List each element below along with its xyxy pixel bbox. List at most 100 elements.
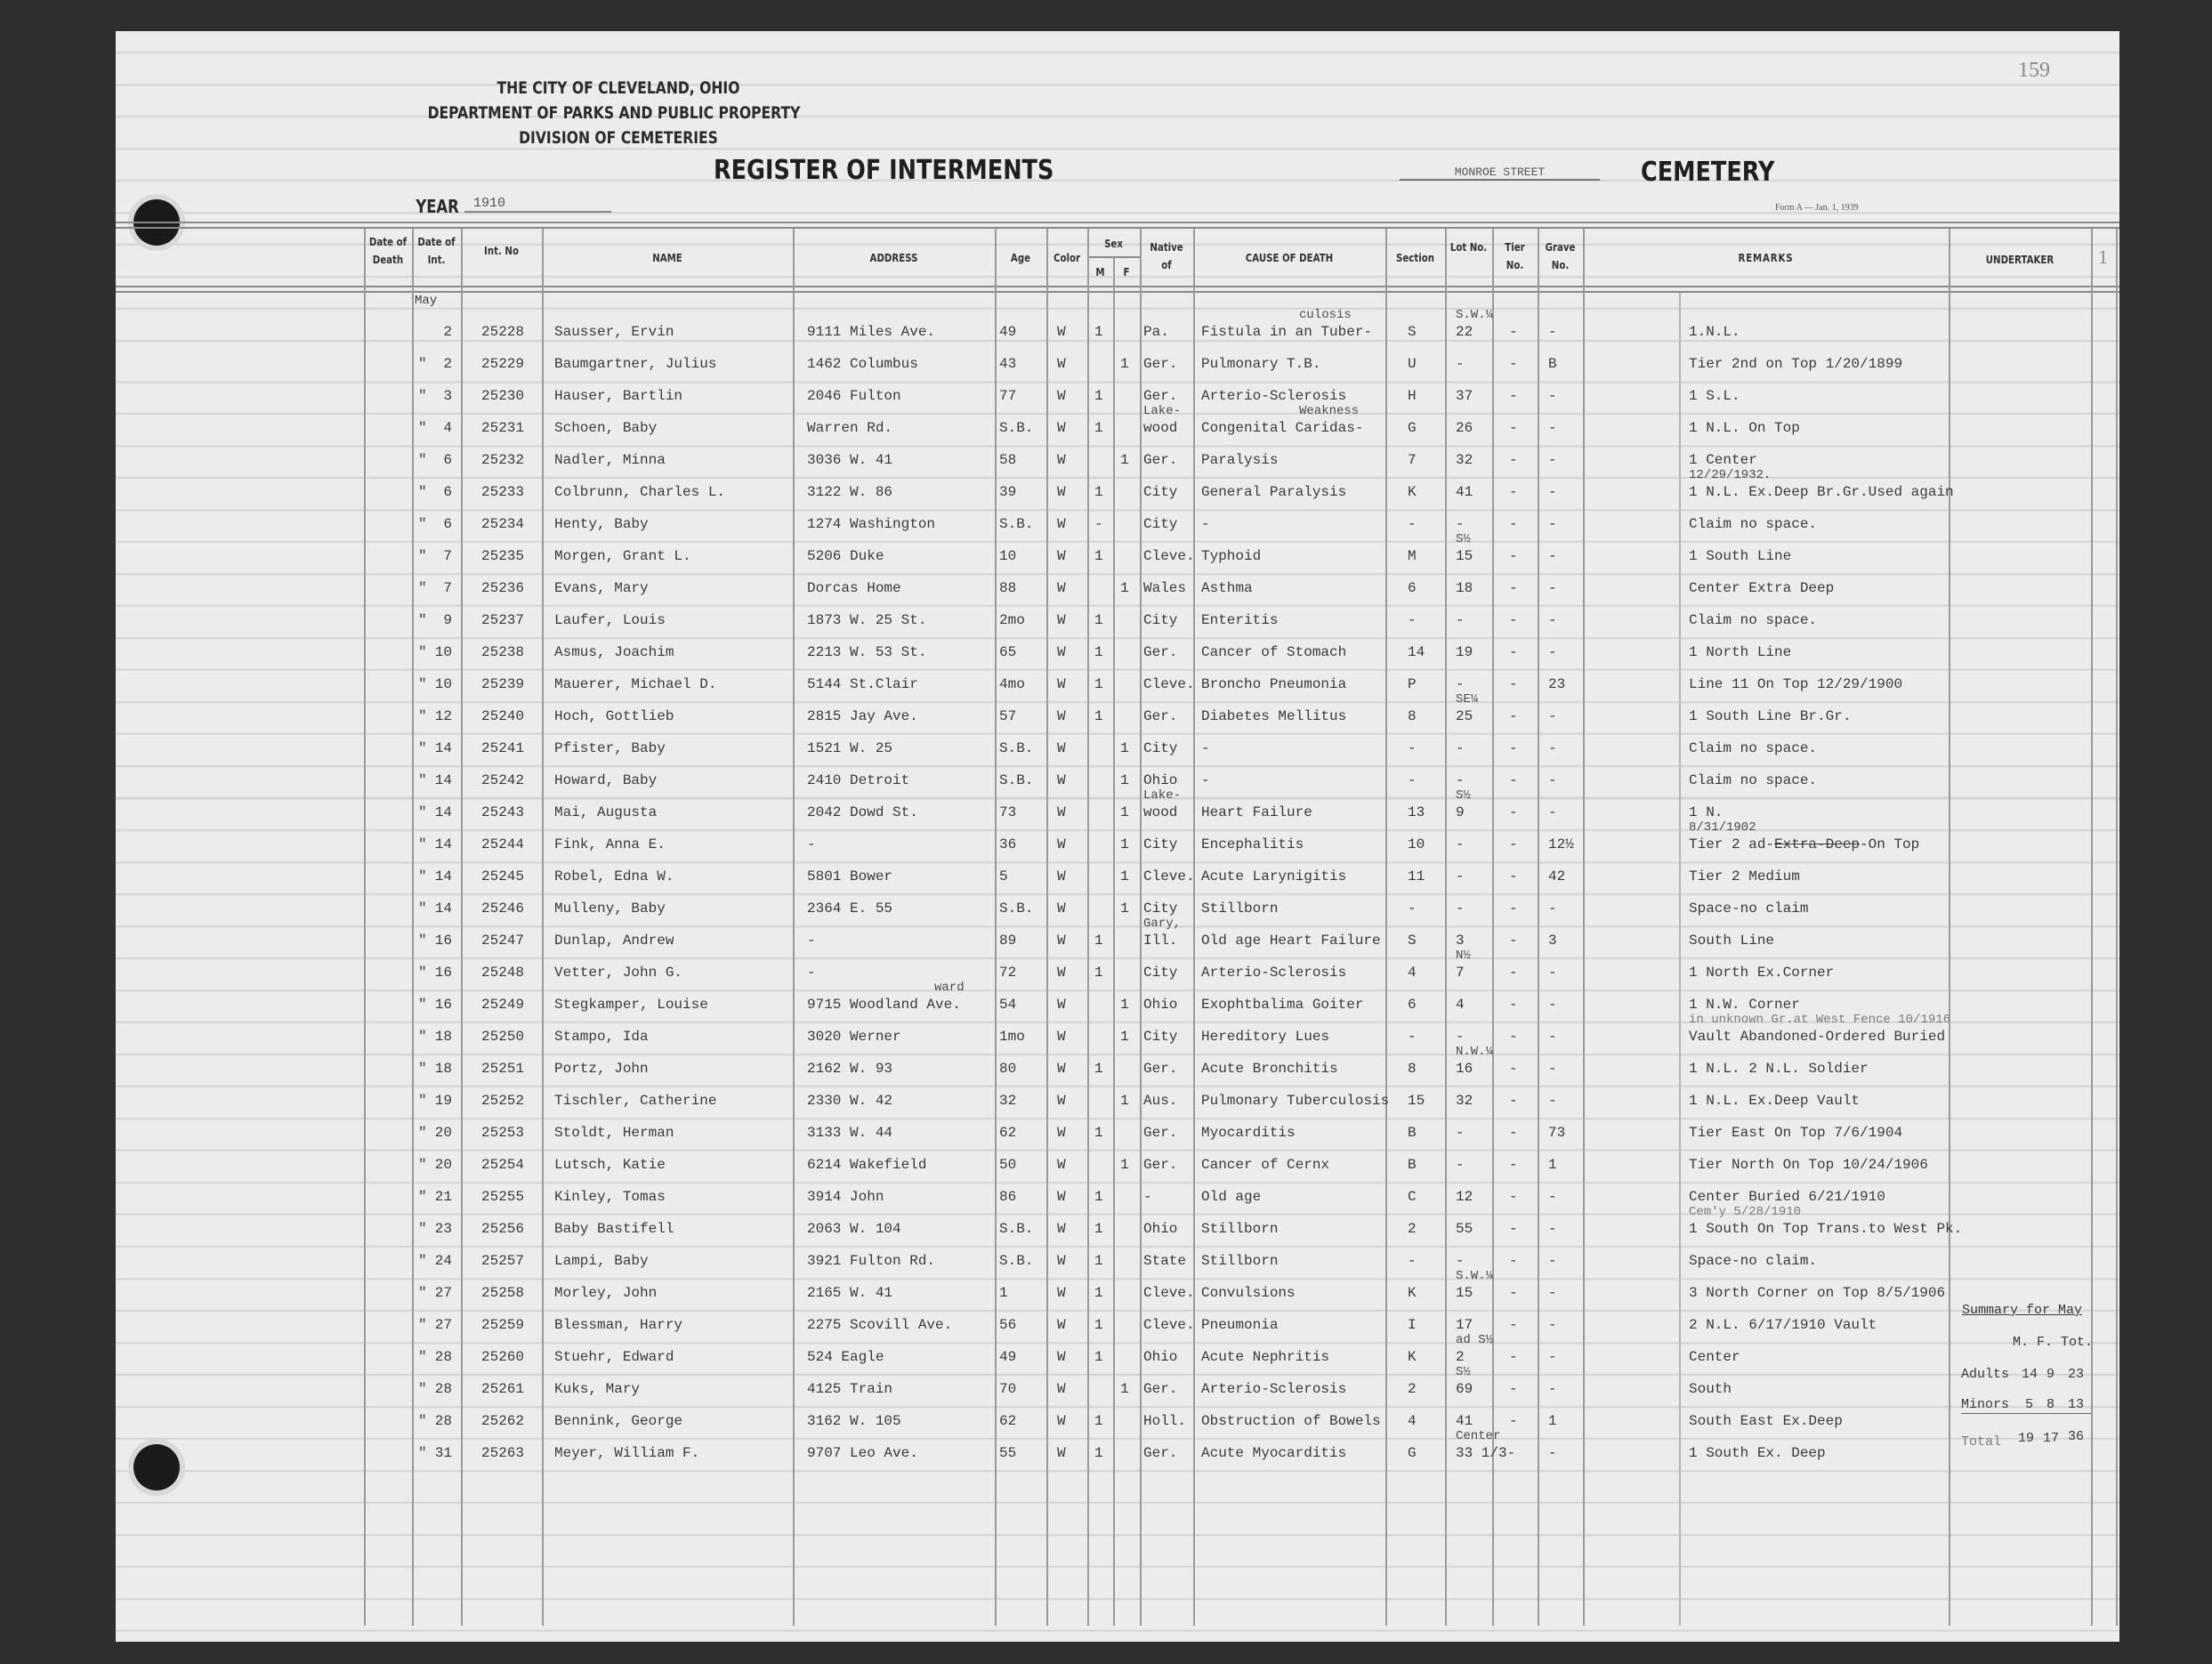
cell-color: W <box>1057 740 1066 756</box>
column-rule <box>1538 229 1539 1626</box>
cell-age: 72 <box>999 965 1017 981</box>
cell-name: Kinley, Tomas <box>554 1189 666 1205</box>
col-lot: Lot No. <box>1449 241 1488 254</box>
cell-lot: 12 <box>1456 1189 1473 1205</box>
note-lot: S½ <box>1456 1365 1471 1379</box>
cell-remarks: 1 South On Top Trans.to West Pk. <box>1689 1221 1963 1237</box>
cell-name: Baumgartner, Julius <box>554 356 717 372</box>
cell-native: City <box>1143 1029 1178 1045</box>
cell-name: Tischler, Catherine <box>554 1093 717 1109</box>
cell-remarks: 1 South Line <box>1689 548 1792 564</box>
col-address: ADDRESS <box>869 252 918 264</box>
cell-day: 24 <box>434 1253 452 1269</box>
ditto-mark: " <box>418 420 427 436</box>
cell-color: W <box>1057 933 1066 949</box>
ditto-mark: " <box>418 516 427 532</box>
cell-cause: Acute Nephritis <box>1201 1349 1330 1365</box>
cell-color: W <box>1057 452 1066 468</box>
cell-tier: - <box>1509 1349 1518 1365</box>
cell-color: W <box>1057 997 1066 1013</box>
header-rule-bottom-2 <box>116 291 2119 293</box>
cell-tier: - <box>1509 644 1518 660</box>
cell-name: Bennink, George <box>554 1413 683 1429</box>
cell-section: U <box>1408 356 1417 372</box>
cell-remarks: Center Extra Deep <box>1689 580 1835 596</box>
column-rule <box>1113 257 1115 1626</box>
cell-grave: 12½ <box>1548 836 1574 852</box>
cell-m: 1 <box>1094 420 1103 436</box>
cell-int-no: 25263 <box>481 1445 525 1461</box>
col-section: Section <box>1396 252 1434 264</box>
column-rule <box>1193 229 1195 1626</box>
cell-name: Stuehr, Edward <box>554 1349 674 1365</box>
cell-cause: Stillborn <box>1201 1253 1279 1269</box>
cell-day: 27 <box>434 1285 452 1301</box>
cell-section: 4 <box>1408 1413 1417 1429</box>
cell-day: 6 <box>443 516 452 532</box>
cell-section: - <box>1408 772 1417 788</box>
cell-age: S.B. <box>999 901 1034 917</box>
minors-underline <box>1961 1413 2091 1414</box>
remarks-struck-text: Extra-Deep <box>1774 836 1861 852</box>
ditto-mark: " <box>418 804 427 820</box>
cell-lot: 32 <box>1456 452 1473 468</box>
cell-tier: - <box>1509 740 1518 756</box>
cell-f: 1 <box>1120 997 1129 1013</box>
cell-address: 2063 W. 104 <box>807 1221 901 1237</box>
cell-grave: - <box>1548 1381 1557 1397</box>
cell-age: 32 <box>999 1093 1017 1109</box>
cell-remarks: 2 N.L. 6/17/1910 Vault <box>1689 1317 1877 1333</box>
cell-remarks: 1 N.L. Ex.Deep Br.Gr.Used again <box>1689 484 1954 500</box>
cell-native: City <box>1143 484 1178 500</box>
cell-cause: Hereditory Lues <box>1201 1029 1330 1045</box>
cell-lot: - <box>1456 1029 1465 1045</box>
cell-grave: - <box>1548 388 1557 404</box>
cell-day: 18 <box>434 1061 452 1077</box>
ditto-mark: " <box>418 388 427 404</box>
cell-color: W <box>1057 1285 1066 1301</box>
total-total: 36 <box>2068 1429 2085 1444</box>
cell-m: - <box>1094 516 1103 532</box>
cell-color: W <box>1057 484 1066 500</box>
cell-section: K <box>1408 1285 1417 1301</box>
cell-name: Portz, John <box>554 1061 649 1077</box>
col-cause: CAUSE OF DEATH <box>1245 252 1334 264</box>
cell-int-no: 25252 <box>481 1093 525 1109</box>
cell-name: Pfister, Baby <box>554 740 666 756</box>
cell-age: 1mo <box>999 1029 1025 1045</box>
cell-address: 3020 Werner <box>807 1029 901 1045</box>
cemetery-name: MONROE STREET <box>1400 166 1600 181</box>
cell-native: Ohio <box>1143 772 1178 788</box>
cell-int-no: 25235 <box>481 548 525 564</box>
ditto-mark: " <box>418 740 427 756</box>
cell-lot: 33 1/3- <box>1456 1445 1516 1461</box>
cell-int-no: 25242 <box>481 772 525 788</box>
cell-cause: Myocarditis <box>1201 1125 1296 1141</box>
cell-color: W <box>1057 804 1066 820</box>
cell-f: 1 <box>1120 901 1129 917</box>
cell-int-no: 25255 <box>481 1189 525 1205</box>
cell-cause: Acute Larynigitis <box>1201 868 1347 885</box>
note-address: ward <box>934 981 965 995</box>
cell-age: 88 <box>999 580 1017 596</box>
cell-native: City <box>1143 740 1178 756</box>
ditto-mark: " <box>418 933 427 949</box>
remarks-text: Tier 2 ad- <box>1689 836 1775 852</box>
cell-int-no: 25246 <box>481 901 525 917</box>
cell-day: 3 <box>443 388 452 404</box>
cell-day: 23 <box>434 1221 452 1237</box>
cell-native: Cleve. <box>1143 548 1195 564</box>
cell-color: W <box>1057 1093 1066 1109</box>
cell-f: 1 <box>1120 772 1129 788</box>
cell-age: 65 <box>999 644 1017 660</box>
header-rule-top-2 <box>116 227 2119 229</box>
cell-section: M <box>1408 548 1417 564</box>
cell-grave: 1 <box>1548 1157 1557 1173</box>
cell-m: 1 <box>1094 1445 1103 1461</box>
col-int-no: Int. No <box>484 245 519 257</box>
cell-remarks: Space-no claim <box>1689 901 1809 917</box>
cell-tier: - <box>1509 997 1518 1013</box>
cell-grave: - <box>1548 1285 1557 1301</box>
cell-m: 1 <box>1094 612 1103 628</box>
cell-grave: 1 <box>1548 1413 1557 1429</box>
